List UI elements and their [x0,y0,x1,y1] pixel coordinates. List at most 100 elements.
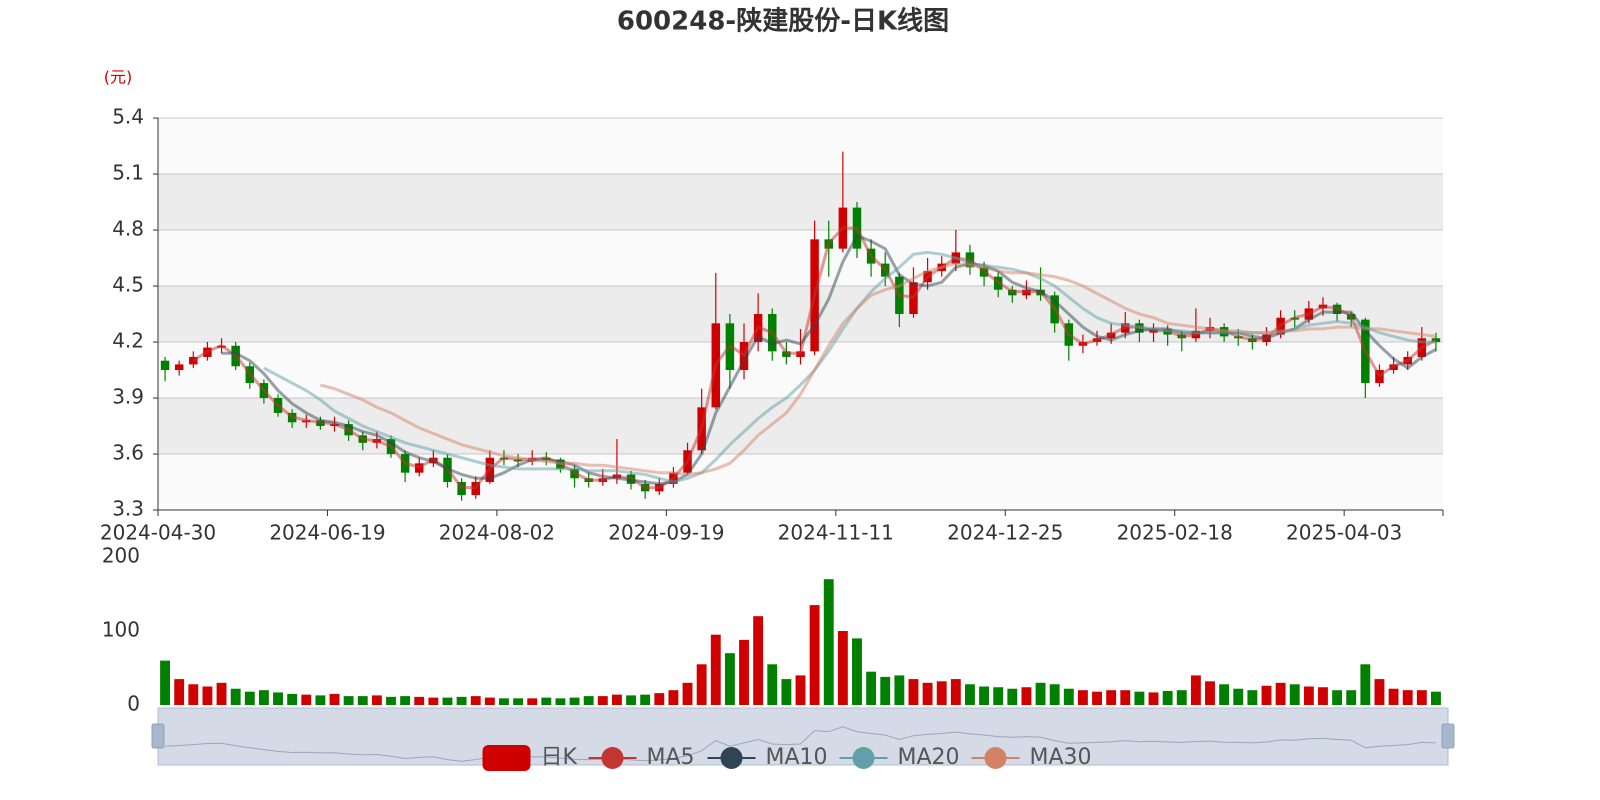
legend-icon[interactable] [601,747,624,769]
volume-bar [640,694,651,705]
volume-bar [329,693,340,705]
volume-bar [160,660,171,705]
volume-bar [1035,682,1046,705]
candle-body [1431,338,1441,342]
volume-bar [357,696,368,705]
volume-bar [668,690,679,705]
legend-icon[interactable] [852,747,875,769]
volume-bar [1106,690,1117,705]
volume-bar [739,639,749,705]
volume-bar [654,693,665,705]
volume-bar [1388,688,1399,705]
y-tick-label: 3.3 [112,497,144,521]
volume-bar [216,682,227,705]
volume-bar [1190,675,1201,705]
legend-label[interactable]: 日K [541,745,578,770]
volume-bar [1007,688,1018,705]
volume-bar [555,698,566,705]
legend-label[interactable]: MA30 [1030,745,1092,770]
volume-bar [866,671,877,705]
legend-icon[interactable] [482,745,531,771]
volume-bar [1162,690,1173,705]
x-tick-label: 2024-09-19 [608,521,724,545]
volume-bar [1289,684,1300,705]
zoom-handle[interactable] [1441,723,1455,749]
volume-bar [682,682,693,705]
volume-bar [230,688,241,705]
volume-bar [1049,684,1060,705]
volume-bar [1092,691,1102,705]
y-tick-label: 5.4 [112,105,144,129]
x-tick-label: 2024-11-11 [778,521,894,545]
volume-bar [202,686,213,705]
legend-label[interactable]: MA20 [898,745,960,770]
volume-bar [626,695,636,705]
volume-bar [456,696,467,705]
y-tick-label: 3.9 [112,385,144,409]
ma-line [263,250,1436,484]
volume-bar [823,579,834,705]
volume-tick-label: 100 [102,618,140,642]
volume-bar [470,696,481,705]
volume-bar [301,694,312,705]
chart-title: 600248-陕建股份-日K线图 [617,7,949,37]
volume-bar [273,692,283,705]
volume-bar [908,679,919,705]
legend-label[interactable]: MA5 [647,745,695,770]
legend-icon[interactable] [984,747,1007,769]
volume-bar [1233,688,1244,705]
volume-bar [583,696,594,705]
x-tick-label: 2025-02-18 [1117,521,1233,545]
volume-bar [1148,692,1159,705]
volume-bar [753,616,764,705]
candle-body [174,364,184,370]
volume-bar [795,675,806,705]
volume-bar [414,696,425,705]
volume-bar [569,697,580,705]
volume-bar [174,679,185,705]
zoom-handle[interactable] [151,723,165,749]
volume-bar [993,687,1004,705]
zoom-preview [165,726,1436,762]
volume-bar [188,684,199,705]
volume-bar [809,605,820,705]
volume-bar [1247,690,1258,705]
split-area [158,118,1443,174]
volume-bar [315,695,326,705]
volume-bar [837,631,848,705]
y-tick-label: 4.5 [112,273,144,297]
x-tick-label: 2024-08-02 [439,521,555,545]
volume-bar [767,664,778,705]
y-tick-label: 4.8 [112,217,144,241]
volume-bar [880,676,891,705]
volume-bar [894,675,905,705]
volume-bar [1275,682,1286,705]
x-tick-label: 2024-06-19 [269,521,385,545]
volume-bar [1402,690,1413,705]
volume-bar [1219,684,1230,705]
y-tick-label: 5.1 [112,161,144,185]
zoom-slider-bg [157,707,1449,766]
volume-bar [597,696,608,705]
volume-bar [1063,688,1074,705]
y-axis-unit: (元) [104,68,133,87]
volume-bar [1176,690,1187,705]
volume-bar [386,696,396,705]
split-area [158,174,1443,230]
y-tick-label: 4.2 [112,329,144,353]
volume-bar [922,682,933,705]
volume-bar [1430,691,1441,705]
volume-bar [1021,687,1032,705]
split-area [158,454,1443,510]
x-tick-label: 2024-04-30 [100,521,216,545]
volume-tick-label: 200 [102,544,140,568]
volume-bar [400,696,411,705]
x-tick-label: 2024-12-25 [947,521,1063,545]
legend-label[interactable]: MA10 [766,745,828,770]
legend-icon[interactable] [720,747,743,769]
candle-body [160,360,170,370]
y-tick-label: 3.6 [112,441,144,465]
volume-bar [428,697,439,705]
